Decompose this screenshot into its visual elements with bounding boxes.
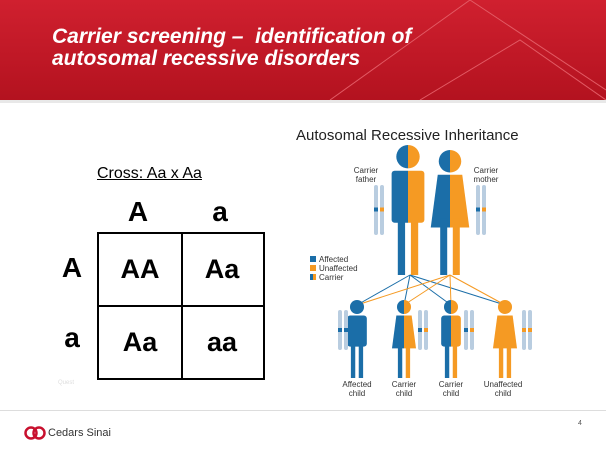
logo-ring (34, 428, 45, 439)
leg (398, 217, 405, 276)
header-band: Carrier screening – identification of au… (0, 0, 606, 103)
leg (351, 343, 355, 378)
person (347, 300, 367, 378)
chromosome-band (482, 208, 486, 212)
person (392, 300, 416, 378)
chromosome-band (528, 328, 532, 332)
leg (499, 343, 503, 378)
row-header: a (52, 322, 92, 354)
legend-swatch (310, 265, 316, 271)
legend-swatch (310, 256, 316, 262)
parent-label: Carrier father (346, 166, 386, 184)
chromosome-band (464, 328, 468, 332)
chromosome-band (374, 208, 378, 212)
slide: Carrier screening – identification of au… (0, 0, 606, 453)
leg (398, 343, 402, 378)
punnett-cell: aa (181, 307, 263, 378)
child-label: Unaffected child (478, 380, 528, 398)
person (493, 300, 517, 378)
leg (453, 219, 460, 275)
child-label: Affected child (337, 380, 377, 398)
leg (359, 343, 363, 378)
source: Quest (58, 380, 74, 386)
leg (440, 219, 447, 275)
legend-swatch (310, 274, 316, 280)
inheritance-line (410, 275, 451, 305)
leg (406, 343, 410, 378)
leg (453, 343, 457, 378)
person (392, 145, 425, 275)
punnett-square: AA Aa Aa aa (97, 232, 265, 380)
cross-label: Cross: Aa x Aa (97, 165, 202, 183)
chromosome-band (338, 328, 342, 332)
legend-label: Carrier (319, 273, 343, 282)
person (431, 150, 470, 275)
child-label: Carrier child (431, 380, 471, 398)
row-header: A (52, 252, 92, 284)
chromosome-band (344, 328, 348, 332)
chromosome-band (418, 328, 422, 332)
page-number: 4 (578, 420, 582, 427)
chromosome-band (522, 328, 526, 332)
title-line: autosomal recessive disorders (52, 48, 360, 69)
chromosome-band (476, 208, 480, 212)
leg (411, 217, 418, 276)
logo-mark (24, 426, 46, 440)
inheritance-line (404, 275, 450, 305)
column-header: A (118, 196, 158, 228)
punnett-cell: Aa (181, 234, 263, 307)
chromosome-band (424, 328, 428, 332)
column-header: a (200, 196, 240, 228)
leg (445, 343, 449, 378)
footer-rule (0, 410, 606, 411)
punnett-cell: AA (99, 234, 183, 307)
deco-lines (330, 0, 606, 100)
person (441, 300, 461, 378)
legend-label: Unaffected (319, 264, 358, 273)
title-line: Carrier screening – identification of (52, 26, 411, 47)
parent-label: Carrier mother (466, 166, 506, 184)
chromosome-band (470, 328, 474, 332)
legend-label: Affected (319, 255, 348, 264)
logo-text: Cedars Sinai (48, 427, 111, 439)
leg (507, 343, 511, 378)
punnett-cell: Aa (99, 307, 183, 378)
child-label: Carrier child (384, 380, 424, 398)
chromosome-band (380, 208, 384, 212)
